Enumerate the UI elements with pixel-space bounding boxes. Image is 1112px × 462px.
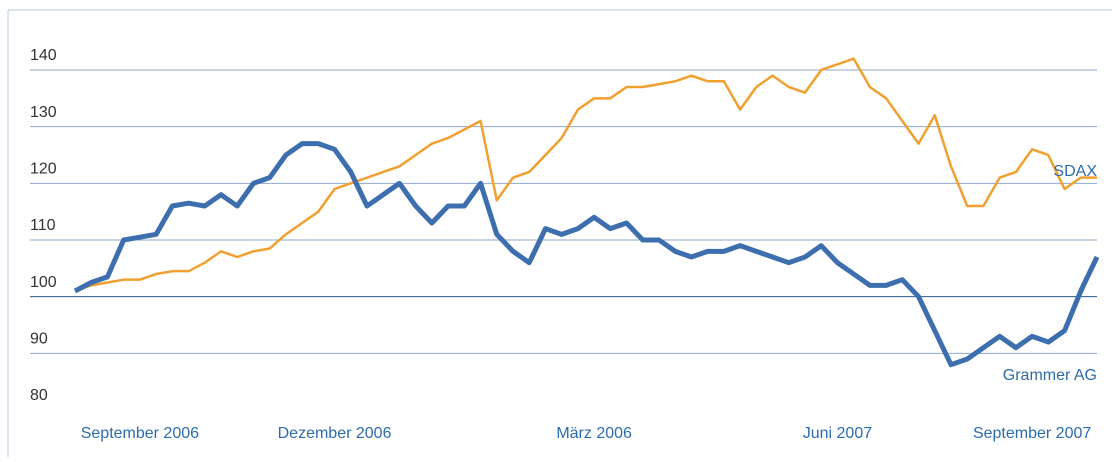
y-tick-label: 110 bbox=[30, 217, 56, 234]
y-tick-label: 130 bbox=[30, 104, 57, 121]
x-tick-label: Juni 2007 bbox=[803, 425, 872, 442]
y-tick-label: 120 bbox=[30, 161, 57, 178]
series-line bbox=[74, 57, 1097, 293]
x-tick-label: September 2007 bbox=[973, 425, 1091, 442]
x-tick-label: März 2006 bbox=[556, 425, 632, 442]
y-tick-label: 100 bbox=[30, 274, 57, 291]
series-label: SDAX bbox=[1053, 163, 1097, 180]
y-tick-label: 80 bbox=[30, 387, 48, 404]
x-tick-label: September 2006 bbox=[81, 425, 199, 442]
y-tick-label: 140 bbox=[30, 47, 57, 64]
series-label: Grammer AG bbox=[1003, 367, 1097, 384]
x-tick-label: Dezember 2006 bbox=[278, 425, 392, 442]
series-line bbox=[73, 141, 1100, 368]
y-tick-label: 90 bbox=[30, 331, 48, 348]
